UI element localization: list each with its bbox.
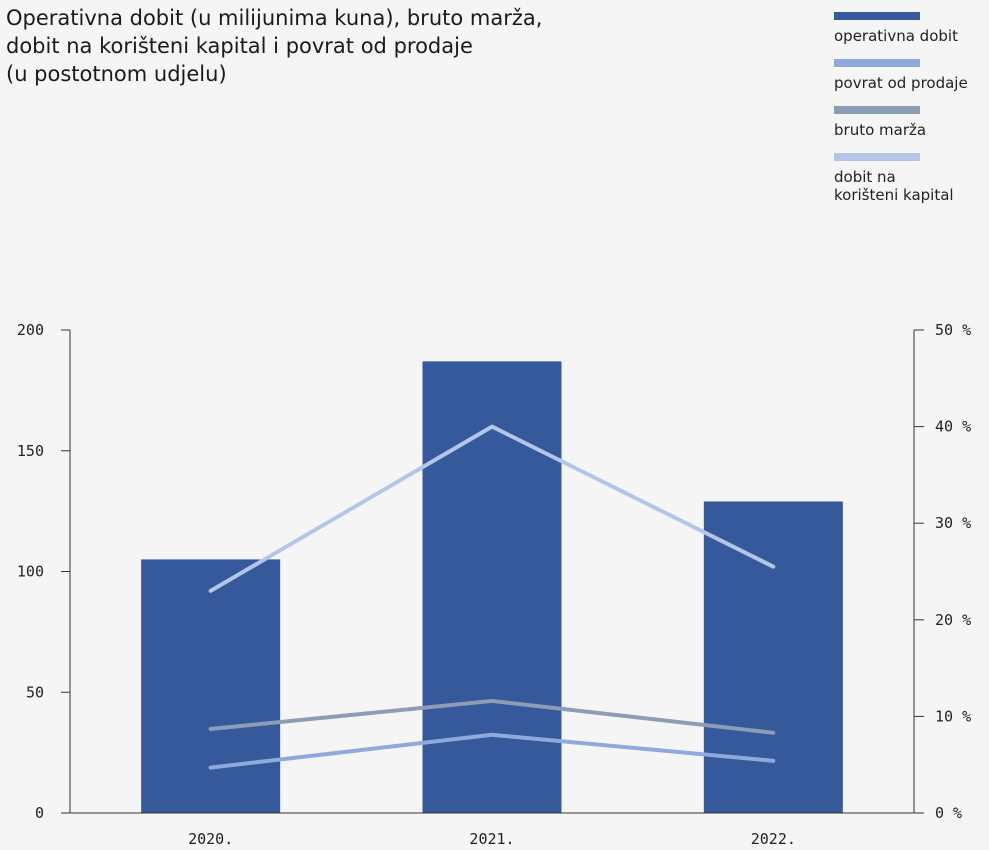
left-axis-tick-label: 0 [35, 804, 44, 822]
legend-item-dobit-na-koristeni-kapital: dobit na korišteni kapital [834, 153, 989, 204]
legend-label: dobit na [834, 168, 896, 186]
legend-item-povrat-od-prodaje: povrat od prodaje [834, 59, 989, 92]
right-axis-tick-label: 40 % [935, 418, 971, 436]
chart-title: Operativna dobit (u milijunima kuna), br… [6, 4, 626, 88]
right-axis-tick-label: 30 % [935, 514, 971, 532]
legend-label: bruto marža [834, 121, 927, 139]
bar-operativna-dobit [703, 501, 843, 813]
left-axis-tick-label: 150 [17, 442, 44, 460]
legend-item-operativna-dobit: operativna dobit [834, 12, 989, 45]
left-axis-tick-label: 200 [17, 321, 44, 339]
legend-swatch [834, 12, 920, 20]
legend-item-bruto-marza: bruto marža [834, 106, 989, 139]
chart-title-line: (u postotnom udjelu) [6, 62, 227, 86]
bar-operativna-dobit [422, 361, 562, 813]
legend-swatch [834, 106, 920, 114]
left-axis-tick-label: 50 [26, 683, 44, 701]
legend: operativna dobit povrat od prodaje bruto… [834, 12, 989, 218]
chart-title-line: Operativna dobit (u milijunima kuna), br… [6, 6, 543, 30]
right-axis-tick-label: 50 % [935, 321, 971, 339]
right-axis-tick-label: 0 % [935, 804, 962, 822]
legend-label: korišteni kapital [834, 186, 954, 204]
legend-swatch [834, 153, 920, 161]
x-axis-category-label: 2022. [751, 830, 796, 848]
right-axis-tick-label: 20 % [935, 611, 971, 629]
x-axis-category-label: 2020. [188, 830, 233, 848]
x-axis-category-label: 2021. [469, 830, 514, 848]
left-axis-tick-label: 100 [17, 563, 44, 581]
bar-operativna-dobit [141, 559, 281, 813]
legend-label: povrat od prodaje [834, 74, 968, 92]
legend-swatch [834, 59, 920, 67]
legend-label: operativna dobit [834, 27, 958, 45]
chart-title-line: dobit na korišteni kapital i povrat od p… [6, 34, 473, 58]
right-axis-tick-label: 10 % [935, 707, 971, 725]
